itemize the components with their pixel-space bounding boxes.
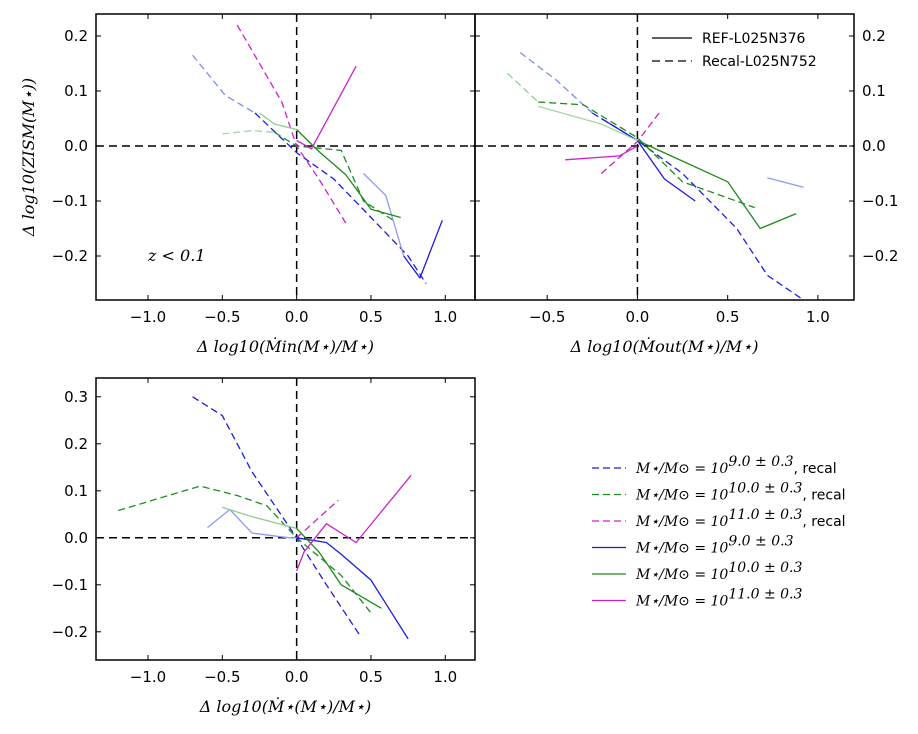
y-tick-label: 0.2 [862, 27, 886, 45]
series-line [295, 474, 412, 571]
series-line [296, 129, 401, 219]
y-tick-label: 0.1 [64, 482, 88, 500]
series-line [538, 101, 755, 209]
y-tick-label: 0.2 [64, 435, 88, 453]
y-tick-label: −0.2 [52, 247, 88, 265]
x-tick-label: 0.5 [359, 308, 383, 326]
y-tick-label: −0.2 [862, 247, 898, 265]
y-tick-label: −0.1 [52, 576, 88, 594]
series-line [600, 117, 696, 202]
series-line [363, 173, 405, 257]
series-line [296, 499, 339, 539]
x-axis-label: Δ log10(Ṁ⋆(M⋆)/M⋆) [199, 696, 372, 716]
legend-entry: M⋆/M⊙ = 1011.0 ± 0.3 [635, 587, 802, 610]
series-line [767, 177, 804, 188]
x-tick-label: 0.5 [716, 308, 740, 326]
x-tick-label: 0.0 [285, 668, 309, 686]
panel-top-right: −0.5 0.0 0.5 1.0 0.2 0.1 0.0 −0.1 −0.2 Δ log10(Ṁo… [474, 13, 898, 356]
legend-entry: M⋆/M⊙ = 109.0 ± 0.3, recal [635, 454, 837, 477]
series-line [222, 506, 297, 530]
legend-label: REF-L025N376 [702, 31, 805, 47]
legend-label: Recal-L025N752 [702, 54, 817, 70]
series-line [118, 485, 372, 614]
y-tick-label: −0.2 [52, 623, 88, 641]
series-line [222, 129, 275, 135]
series-line [519, 51, 593, 114]
x-tick-label: −0.5 [204, 668, 240, 686]
series-line [274, 131, 394, 221]
x-tick-label: 1.0 [806, 308, 830, 326]
y-tick-label: 0.0 [64, 137, 88, 155]
legend-entry: M⋆/M⊙ = 1010.0 ± 0.3 [635, 560, 802, 583]
series-line [507, 72, 539, 103]
series-line [296, 527, 382, 609]
series-line [565, 145, 638, 161]
series-line [236, 24, 347, 224]
x-tick-label: 0.0 [285, 308, 309, 326]
x-tick-label: 0.0 [625, 308, 649, 326]
series-line [192, 396, 362, 637]
x-tick-label: −1.0 [130, 668, 166, 686]
y-axis-label: Δ log10(ZISM(M⋆)) [19, 78, 38, 237]
legend-entry: M⋆/M⊙ = 1010.0 ± 0.3, recal [635, 481, 846, 504]
y-tick-label: 0.2 [64, 27, 88, 45]
legend-entry: M⋆/M⊙ = 109.0 ± 0.3 [635, 534, 794, 557]
x-tick-label: 1.0 [433, 308, 457, 326]
mass-legend: M⋆/M⊙ = 109.0 ± 0.3, recal M⋆/M⊙ = 1010.0… [592, 454, 846, 610]
x-axis-label: Δ log10(Ṁin(M⋆)/M⋆) [196, 336, 374, 356]
x-tick-label: −0.5 [529, 308, 565, 326]
series-line [207, 508, 297, 539]
x-tick-label: −1.0 [130, 308, 166, 326]
series-line [254, 112, 427, 284]
y-tick-label: 0.0 [64, 529, 88, 547]
y-tick-label: −0.1 [862, 192, 898, 210]
series-line [192, 54, 256, 114]
series-line [259, 112, 297, 131]
panel-top-left: −1.0 −0.5 0.0 0.5 1.0 0.2 0.1 0.0 −0.1 −0.2 Δ log1… [19, 13, 476, 356]
series-line [591, 112, 804, 300]
axes-frame [95, 377, 476, 661]
redshift-annotation: z < 0.1 [147, 246, 205, 265]
x-tick-label: 1.0 [433, 668, 457, 686]
x-tick-label: 0.5 [359, 668, 383, 686]
x-axis-label: Δ log10(Ṁout(M⋆)/M⋆) [570, 336, 759, 356]
x-tick-label: −0.5 [204, 308, 240, 326]
legend-entry: M⋆/M⊙ = 1011.0 ± 0.3, recal [635, 507, 846, 530]
series-line [403, 220, 443, 279]
y-tick-label: 0.3 [64, 388, 88, 406]
series-line [637, 139, 797, 230]
series-line [296, 537, 409, 640]
axes-frame [474, 13, 855, 301]
series-line [296, 65, 357, 150]
series-line [600, 112, 660, 174]
series-line [538, 105, 638, 142]
y-tick-label: 0.1 [64, 82, 88, 100]
y-tick-label: −0.1 [52, 192, 88, 210]
panel-bottom-left: −1.0 −0.5 0.0 0.5 1.0 0.3 0.2 0.1 0.0 −0.1 −0.2 Δ l… [52, 377, 476, 716]
y-tick-label: 0.1 [862, 82, 886, 100]
y-tick-label: 0.0 [862, 137, 886, 155]
